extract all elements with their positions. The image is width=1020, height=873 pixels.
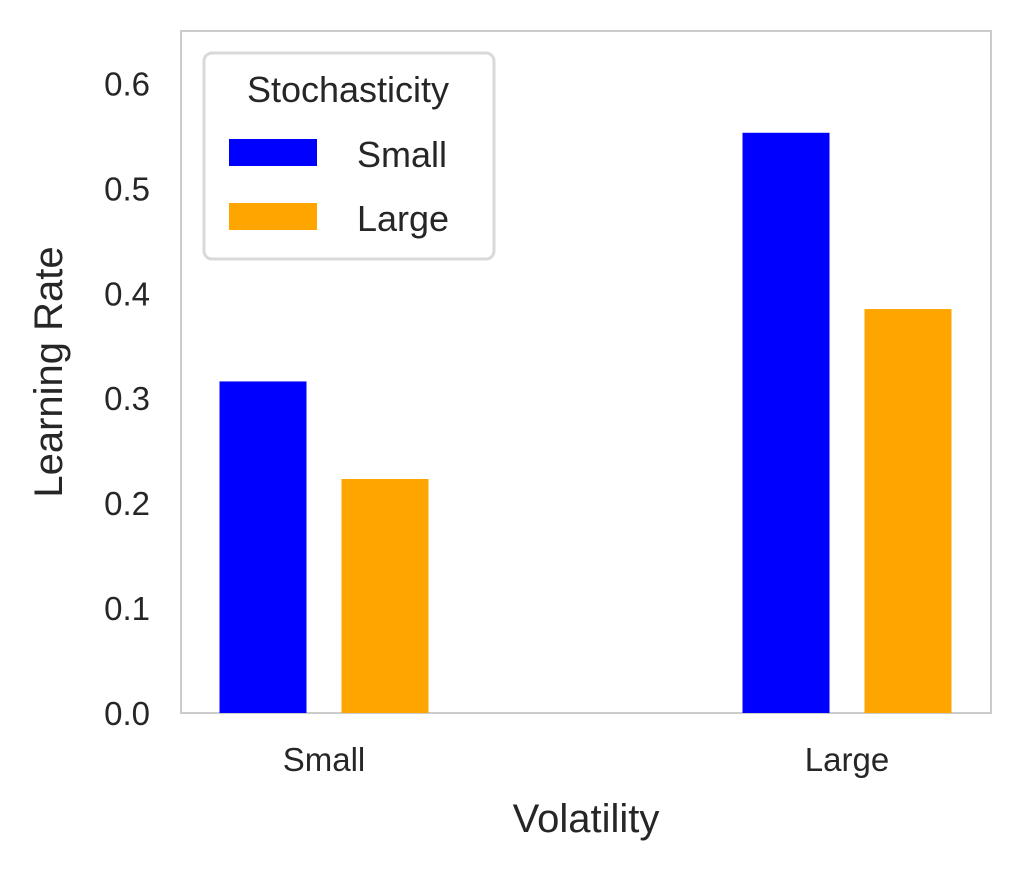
x-tick-label: Small xyxy=(283,741,366,778)
bar-large-large xyxy=(864,309,952,713)
legend-label-small: Small xyxy=(357,134,447,175)
y-tick-label: 0.6 xyxy=(104,65,150,102)
y-tick-label: 0.3 xyxy=(104,380,150,417)
bar-small-small xyxy=(219,381,307,713)
y-tick-label: 0.5 xyxy=(104,170,150,207)
bars-group xyxy=(219,132,952,713)
bar-large-small xyxy=(742,132,830,713)
legend-label-large: Large xyxy=(357,198,449,239)
legend-title: Stochasticity xyxy=(247,69,449,110)
y-tick-labels: 0.0 0.1 0.2 0.3 0.4 0.5 0.6 xyxy=(104,65,150,732)
bar-small-large xyxy=(341,479,429,713)
y-tick-label: 0.2 xyxy=(104,485,150,522)
plot-frame xyxy=(180,30,992,714)
x-axis-label: Volatility xyxy=(513,797,660,841)
legend-swatch-small xyxy=(229,139,317,166)
y-tick-label: 0.4 xyxy=(104,275,150,312)
x-tick-labels: Small Large xyxy=(283,741,889,778)
legend-swatch-large xyxy=(229,203,317,230)
y-axis-label: Learning Rate xyxy=(27,246,71,497)
x-tick-label: Large xyxy=(805,741,889,778)
y-tick-label: 0.1 xyxy=(104,590,150,627)
legend: Stochasticity Small Large xyxy=(202,51,496,261)
y-tick-label: 0.0 xyxy=(104,695,150,732)
